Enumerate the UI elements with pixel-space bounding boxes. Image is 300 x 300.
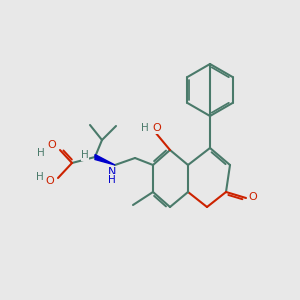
Text: H: H — [37, 148, 45, 158]
Text: O: O — [153, 123, 161, 133]
Text: H: H — [108, 175, 116, 185]
Text: H: H — [81, 150, 89, 160]
Text: H: H — [36, 172, 44, 182]
Polygon shape — [95, 154, 115, 165]
Text: O: O — [48, 140, 56, 150]
Text: H: H — [141, 123, 149, 133]
Text: N: N — [108, 167, 116, 177]
Text: O: O — [249, 192, 257, 202]
Text: O: O — [46, 176, 54, 186]
